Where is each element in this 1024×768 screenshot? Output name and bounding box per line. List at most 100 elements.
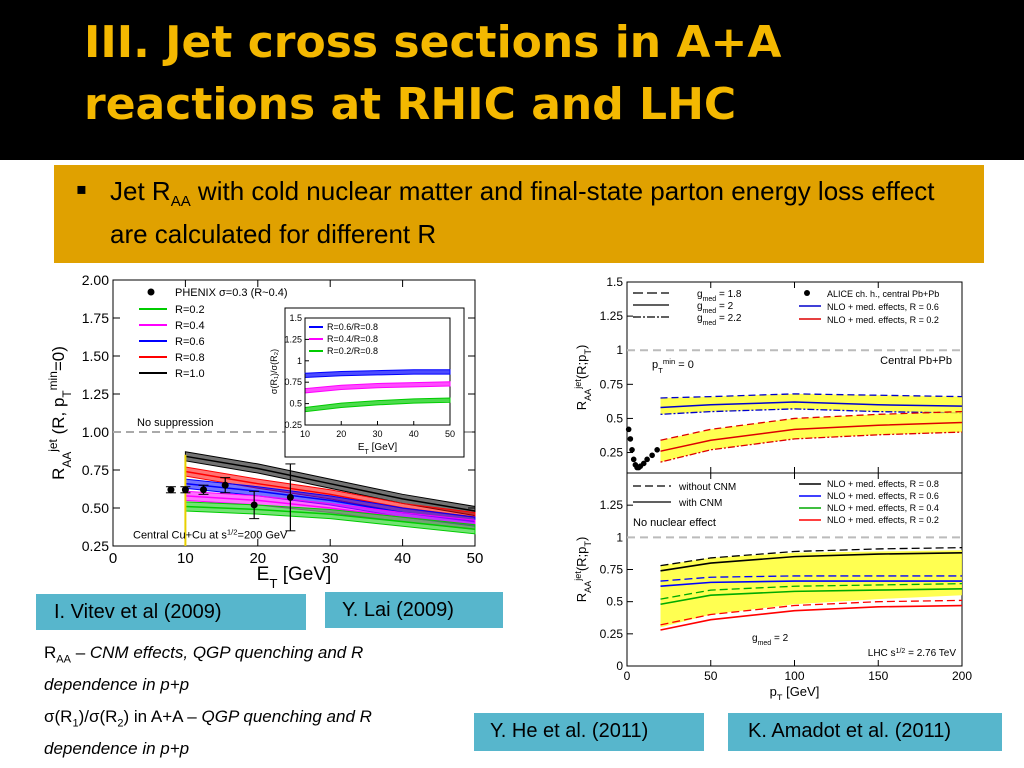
energy-label: LHC s1/2 = 2.76 TeV	[868, 648, 957, 660]
series-dashed-line	[660, 583, 963, 600]
x-axis-label: pT [GeV]	[770, 684, 820, 700]
y-axis-label-part: min	[46, 371, 60, 390]
panel-y-tick-label: 1	[616, 343, 623, 357]
panel-y-tick-label: 0.75	[600, 563, 624, 577]
x-tick-label: 10	[177, 550, 194, 567]
legend-label-gmed-part: = 2.2	[716, 313, 742, 324]
inset-y-tick-label: 1.5	[289, 313, 302, 323]
x-tick-label: 0	[109, 550, 117, 567]
legend-label-gmed: gmed = 2.2	[697, 313, 742, 327]
panel-y-tick-label: 1.25	[600, 498, 624, 512]
panel-y-tick-label: 1	[616, 530, 623, 544]
energy-label-part: 1/2	[896, 648, 906, 655]
panel-y-axis-label-part: (R;p	[574, 547, 589, 572]
panel-y-tick-label: 0.5	[606, 595, 623, 609]
panel-y-axis-label-part: T	[583, 541, 593, 547]
series-dashed-line	[660, 599, 963, 626]
note1-pre: R	[44, 643, 57, 662]
title-line-2: reactions at RHIC and LHC	[84, 79, 737, 130]
legend-label: R=0.6	[175, 336, 205, 348]
inset-x-tick-label: 10	[300, 429, 310, 439]
panel-y-axis-label-part: )	[574, 537, 589, 541]
phenix-point	[167, 486, 175, 494]
legend-label: NLO + med. effects, R = 0.6	[827, 491, 939, 501]
ptmin-label-part: T	[658, 366, 663, 375]
inset-band	[304, 369, 451, 379]
no-nuclear-effect-label: No nuclear effect	[633, 517, 716, 529]
inset-y-axis-label: σ(R₁)/σ(R₂)	[269, 349, 279, 394]
legend-label-gmed-part: med	[703, 320, 717, 327]
inset-legend-label: R=0.6/R=0.8	[327, 322, 378, 332]
panel-y-axis-label-part: AA	[583, 580, 593, 593]
inset-x-tick-label: 30	[372, 429, 382, 439]
legend-label-gmed-part: = 2	[716, 301, 733, 312]
note-ratio: σ(R1)/σ(R2) in A+A – QGP quenching and R…	[44, 704, 464, 762]
x-axis-label: ET [GeV]	[257, 564, 332, 591]
series-line	[660, 588, 963, 606]
legend-label-gmed-part: g	[697, 313, 703, 324]
system-annotation: Central Cu+Cu at s1/2=200 GeV	[133, 527, 288, 542]
y-tick-label: 0.25	[82, 538, 109, 554]
legend-label-phenix: PHENIX σ=0.3 (R~0.4)	[175, 287, 288, 299]
note-raa: RAA – CNM effects, QGP quenching and R d…	[44, 640, 444, 698]
yellow-band	[660, 550, 962, 628]
caption-amadot: K. Amadot et al. (2011)	[728, 713, 1002, 751]
alice-point	[627, 436, 634, 442]
phenix-point	[181, 486, 189, 494]
ptmin-label-part: = 0	[675, 359, 694, 371]
series-line	[660, 580, 962, 588]
legend-label-gmed: gmed = 2	[697, 301, 734, 315]
series-line-R02	[185, 505, 476, 531]
gmed-label-part: g	[752, 633, 758, 644]
y-axis-label-part: T	[60, 390, 74, 397]
x-axis-label-part: [GeV]	[277, 564, 331, 585]
inset-x-axis-label-part: T	[365, 449, 370, 456]
caption-vitev: I. Vitev et al (2009)	[36, 594, 306, 630]
band-upper-line	[660, 410, 963, 441]
legend-label-gmed: gmed = 1.8	[697, 289, 742, 303]
alice-point	[625, 426, 632, 433]
panel-y-axis-label: RAAjet(R;pT)	[573, 345, 593, 411]
panel-y-axis-label-part: (R;p	[574, 355, 589, 380]
x-tick-label: 100	[784, 669, 804, 683]
x-tick-label: 0	[624, 669, 631, 683]
band-center-line	[660, 401, 963, 409]
inset-y-tick-label: 0.75	[284, 377, 302, 387]
slide-title: III. Jet cross sections in A+A reactions…	[84, 12, 1004, 136]
note2-mid: )/σ(R	[78, 707, 118, 726]
x-axis-label-part: E	[257, 564, 270, 585]
panel-y-axis-label-part: AA	[583, 388, 593, 401]
y-tick-label: 0.75	[82, 462, 109, 478]
note2-sub2: 2	[117, 717, 124, 730]
inset-y-tick-label: 1	[297, 356, 302, 366]
bullet-text-pre: Jet R	[110, 176, 171, 206]
band-lower-line	[660, 408, 963, 415]
note2-sub1: 1	[72, 717, 79, 730]
alice-point	[640, 460, 647, 467]
system-annotation-part: =200 GeV	[238, 529, 289, 541]
bullet-box: ▪ Jet RAA with cold nuclear matter and f…	[54, 165, 984, 263]
y-axis-label: RAAjet (R, pTmin=0)	[46, 346, 74, 480]
legend-label-gmed-part: = 1.8	[716, 289, 742, 300]
x-tick-label: 40	[394, 550, 411, 567]
panel-y-tick-label: 0.25	[600, 446, 624, 460]
left-chart: 0.25 0.50 0.75 1.00 1.25 1.50 1.75 2.00 0 10 20 30 4…	[46, 272, 483, 591]
y-tick-label: 1.75	[82, 310, 109, 326]
panel-y-tick-label: 0.5	[606, 411, 623, 425]
phenix-point	[200, 486, 207, 494]
band-upper-line	[660, 393, 963, 399]
y-axis-label-part: AA	[60, 452, 74, 468]
legend-marker-phenix	[147, 288, 155, 296]
panel-y-tick-label: 0.25	[600, 627, 624, 641]
inset-y-tick-label: 0.5	[289, 399, 302, 409]
y-axis-label-part: =0)	[49, 346, 68, 371]
panel-y-axis-label: RAAjet(R;pT)	[573, 537, 593, 603]
y-tick-label: 1.50	[82, 348, 109, 364]
legend-label: NLO + med. effects, R = 0.2	[827, 315, 939, 325]
inset-y-tick-label: 0.25	[284, 420, 302, 430]
legend-label-without-cnm: without CNM	[678, 482, 736, 493]
yellow-band	[660, 411, 962, 463]
alice-point	[629, 447, 635, 453]
series-line	[660, 551, 963, 572]
panel-y-axis-label-part: R	[574, 593, 589, 602]
